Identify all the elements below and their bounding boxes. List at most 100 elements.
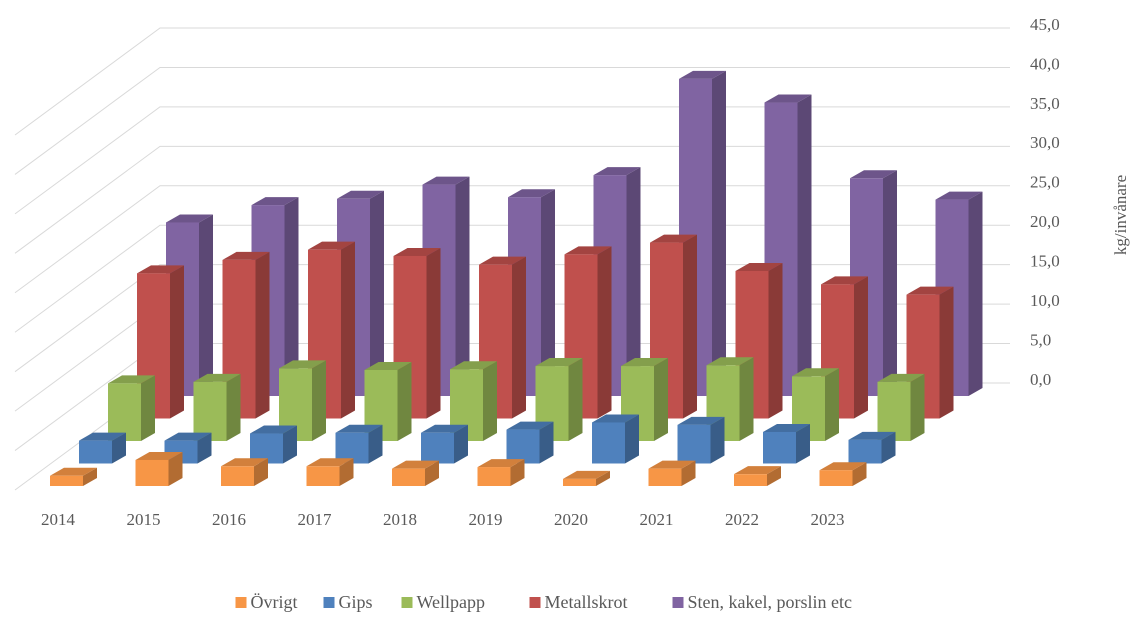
bar [648,460,696,486]
bar-top [221,458,268,467]
bar-side [112,432,126,464]
bar-top [677,416,725,425]
bar [193,373,241,441]
bar-side [767,466,781,486]
x-tick-label: 2016 [212,510,246,529]
y-tick-label: 0,0 [1030,370,1051,389]
x-tick-label: 2018 [383,510,417,529]
bar [821,276,868,419]
bar-side [254,458,268,486]
bar-side [370,190,384,396]
bar-side [425,460,439,486]
bar-top [621,358,668,367]
bar [477,459,525,486]
bar-front [677,424,711,464]
bar-side [883,170,897,396]
bar-side [83,467,97,486]
grid-line [14,106,1010,215]
bar-top [477,459,525,468]
bar [108,375,155,441]
bar-front [592,422,625,464]
bar-side [197,432,212,464]
bar-side [141,375,155,441]
bar-top [679,70,726,79]
bar-top [906,286,954,295]
bar-side [797,94,812,397]
x-tick-label: 2020 [554,510,588,529]
y-tick-label: 45,0 [1030,15,1060,34]
bar-front [50,475,83,486]
bar [335,424,383,464]
bar-front [648,468,682,486]
bar-side [854,276,868,419]
bar-front [763,431,796,464]
legend-swatch [401,597,413,608]
y-tick-label: 5,0 [1030,330,1051,349]
x-tick-label: 2019 [469,510,503,529]
bar-side [625,414,639,464]
bar [450,361,497,441]
bar-top [506,421,554,430]
bar-front [421,432,454,464]
bar-top [592,414,639,423]
bar-top [450,361,497,370]
bar-top [763,423,810,432]
bar-top [479,256,526,265]
bar [819,462,867,486]
bar-top [564,246,612,255]
bar [877,373,925,441]
bar-front [193,381,227,441]
bar-top [364,362,412,370]
bar-top [593,167,641,176]
bar-top [819,462,867,471]
bar-top [735,262,783,271]
bar-side [626,167,641,396]
bar-top [137,265,184,274]
bar-top [79,432,126,441]
bar [592,414,639,464]
bar-top [306,458,354,467]
bar-top [337,190,384,199]
bar-side [312,360,326,441]
bar-top [706,357,754,366]
y-tick-label: 30,0 [1030,133,1060,152]
x-tick-label: 2017 [298,510,333,529]
bar-front [563,478,596,486]
bar-side [541,189,555,396]
bar-side [654,358,668,441]
bar-side [852,462,867,486]
bar-top [734,466,781,475]
legend-swatch [672,597,684,608]
bar-front [221,466,254,486]
bar-top [877,373,925,382]
bar-side [796,423,810,464]
bar-top [108,375,155,384]
bar-front [135,459,169,486]
x-tick-label: 2023 [811,510,845,529]
bar [306,458,354,486]
bar-side [739,357,754,441]
bar [734,466,781,486]
bar-side [881,431,896,464]
bar-side [825,368,839,441]
y-tick-label: 15,0 [1030,252,1060,271]
bar-top [848,431,896,440]
bar-side [512,256,526,419]
grid-line [14,224,1010,333]
bar-side [283,425,297,464]
legend-label: Övrigt [251,592,298,612]
bar-side [768,262,783,419]
bar-top [222,251,270,260]
legend-swatch [235,597,247,608]
x-tick-label: 2014 [41,510,76,529]
bar-front [392,468,425,486]
bar-top [308,241,355,250]
bar-side [168,451,183,486]
bar-front [108,383,141,441]
bar-top [850,170,897,179]
bar-side [939,286,954,419]
bar-top [392,460,439,469]
bar-side [426,247,441,419]
bar-front [306,466,340,486]
bar-top [563,470,610,479]
